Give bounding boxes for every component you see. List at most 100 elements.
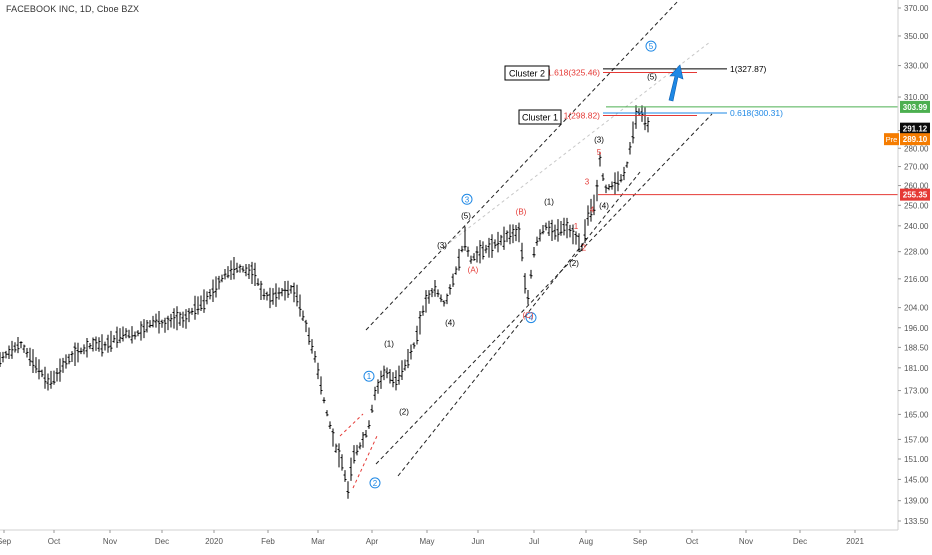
ohlc-bar	[70, 351, 74, 363]
ohlc-bar	[349, 457, 353, 481]
ohlc-bar	[37, 359, 41, 380]
ohlc-bar	[352, 445, 356, 464]
ohlc-bar	[307, 327, 311, 345]
ohlc-bar	[46, 373, 50, 391]
ohlc-bar	[394, 370, 398, 391]
wave-label: (2)	[399, 407, 409, 416]
wave-label: 5	[597, 148, 602, 157]
ohlc-bar	[199, 295, 203, 312]
ohlc-bar	[487, 237, 491, 258]
ohlc-bar	[391, 372, 395, 388]
ohlc-bar	[289, 284, 293, 294]
ohlc-bar	[586, 205, 590, 226]
ohlc-bar	[142, 319, 146, 339]
time-tick-label: Oct	[686, 537, 699, 546]
ohlc-bar	[607, 184, 611, 191]
ohlc-bar	[1, 351, 5, 363]
time-tick-label: Apr	[366, 537, 379, 546]
ohlc-bar	[322, 397, 326, 404]
wave-circle	[645, 40, 657, 52]
ohlc-bar	[451, 273, 455, 287]
ohlc-bar	[205, 291, 209, 305]
price-tick-label: 157.00	[904, 435, 929, 444]
ohlc-bar	[442, 300, 446, 307]
ohlc-bar	[145, 319, 149, 333]
ohlc-bar	[415, 325, 419, 345]
ohlc-bar	[19, 341, 23, 349]
ohlc-bar	[574, 231, 578, 245]
wave-label: 4	[529, 314, 534, 323]
badge-bg	[900, 133, 930, 146]
channel-lower-line-2	[397, 171, 641, 477]
ohlc-bar	[235, 262, 239, 273]
wave-label: (3)	[594, 135, 604, 144]
wave-label: 5	[649, 42, 654, 51]
ohlc-bar	[541, 225, 545, 235]
time-tick-label: Dec	[793, 537, 807, 546]
ohlc-bar	[55, 367, 59, 382]
ohlc-bar	[562, 217, 566, 236]
ohlc-bar	[169, 313, 173, 328]
ohlc-bar	[22, 344, 26, 353]
ohlc-bar	[439, 294, 443, 303]
ohlc-bar	[595, 179, 599, 202]
ohlc-bar	[343, 470, 347, 482]
ohlc-bar	[187, 308, 191, 323]
ohlc-bar	[88, 342, 92, 350]
ohlc-bar	[121, 326, 125, 342]
wave-label: 1	[367, 372, 372, 381]
cluster-box-rect	[518, 109, 562, 125]
price-tick-label: 270.00	[904, 163, 929, 172]
ohlc-bar	[445, 293, 449, 305]
ohlc-bar	[493, 239, 497, 249]
badge-bg	[900, 188, 930, 201]
ohlc-bar	[310, 339, 314, 354]
wave-label: (5)	[647, 72, 657, 81]
price-axis: 133.50 139.00 145.00 151.00 157.00 165.00 173.…	[884, 0, 930, 530]
ohlc-bar	[370, 404, 374, 413]
ohlc-bar	[259, 280, 263, 300]
ohlc-bar	[247, 264, 251, 279]
ohlc-bar	[67, 353, 71, 365]
ohlc-bar	[559, 221, 563, 236]
ohlc-bar	[457, 248, 461, 271]
ohlc-bar	[526, 290, 530, 305]
time-tick-label: Dec	[155, 537, 169, 546]
ohlc-bar	[553, 224, 557, 240]
ohlc-bar	[4, 350, 8, 359]
ohlc-bar	[346, 481, 350, 499]
ohlc-bar	[418, 311, 422, 335]
ohlc-bar	[271, 288, 275, 305]
price-tick-label: 370.00	[904, 4, 929, 13]
ohlc-bar	[430, 288, 434, 298]
ohlc-bar	[16, 336, 20, 354]
ohlc-bar	[226, 266, 230, 279]
time-tick-label: Jun	[472, 537, 485, 546]
ohlc-bar	[241, 265, 245, 273]
ohlc-bar	[130, 326, 134, 344]
ohlc-bar	[94, 336, 98, 351]
ohlc-bar	[484, 244, 488, 254]
price-tick-label: 173.00	[904, 387, 929, 396]
time-tick-label: Jul	[529, 537, 539, 546]
ohlc-bar	[529, 269, 533, 279]
fib-label: 1(298.82)	[564, 111, 601, 121]
price-tick-label: 196.00	[904, 324, 929, 333]
ohlc-bar	[196, 296, 200, 315]
ohlc-bar	[388, 369, 392, 384]
ohlc-bar	[385, 367, 389, 379]
ohlc-bar	[28, 347, 32, 367]
price-tick-label: 330.00	[904, 62, 929, 71]
ohlc-bar	[397, 365, 401, 385]
ohlc-bar	[436, 289, 440, 298]
ohlc-bar	[625, 161, 629, 168]
ohlc-bar	[127, 329, 131, 339]
ohlc-bar	[589, 198, 593, 222]
cluster-box-rect	[504, 65, 550, 81]
ohlc-bar	[166, 315, 170, 331]
ohlc-bar	[316, 362, 320, 380]
ohlc-bar	[628, 142, 632, 155]
ohlc-bar	[148, 320, 152, 328]
ohlc-bar	[103, 341, 107, 351]
